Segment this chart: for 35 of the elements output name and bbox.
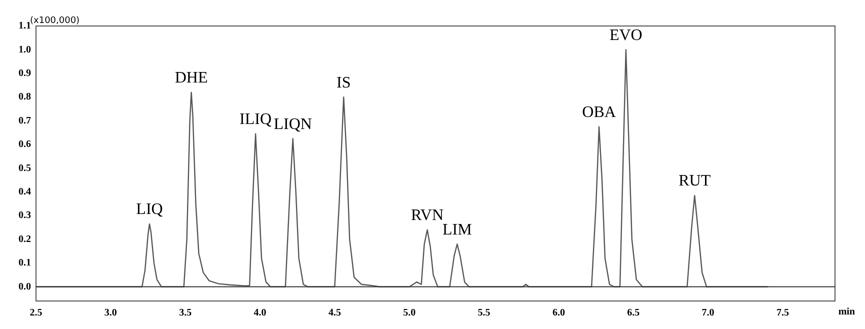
y-axis-title: (x100,000) [30,16,80,26]
x-tick-label: 5.0 [403,308,416,319]
x-tick-label: 6.0 [552,308,565,319]
x-tick-label: 7.0 [702,308,714,319]
annotation: DHE [174,70,208,87]
y-tick-label: 0.5 [18,162,31,174]
y-tick-label: 0.6 [18,139,31,150]
y-tick-label: 0.2 [18,234,31,245]
annotation: LIQN [274,116,312,133]
y-tick-label: 0.1 [18,258,31,269]
annotation: EVO [609,26,642,44]
annotation: ILIQ [240,111,272,128]
x-tick-label: 2.5 [30,308,42,319]
annotation: LIQ [136,201,164,218]
annotation: RVN [411,207,444,224]
x-tick-label: 3.5 [179,308,192,319]
y-tick-label: 0.8 [18,92,31,103]
x-tick-label: 6.5 [627,308,640,319]
x-tick-label: 7.5 [776,308,789,319]
y-tick-label: 1.1 [18,20,31,32]
x-tick-label: 5.5 [478,308,490,319]
y-tick-label: 0.7 [18,115,31,126]
x-axis-title: min [838,306,856,318]
y-tick-label: 0.0 [18,281,31,292]
y-tick-label: 0.4 [18,186,31,198]
x-tick-label: 4.0 [254,308,266,319]
annotation: OBA [582,104,616,121]
y-tick-label: 0.3 [18,210,31,222]
y-tick-label: 1.0 [18,44,31,56]
x-tick-label: 3.0 [104,308,117,319]
x-tick-label: 4.5 [328,308,341,319]
y-tick-label: 0.9 [18,68,31,79]
annotation: IS [336,74,351,92]
annotation: LIM [442,221,472,238]
annotation: RUT [678,172,711,190]
